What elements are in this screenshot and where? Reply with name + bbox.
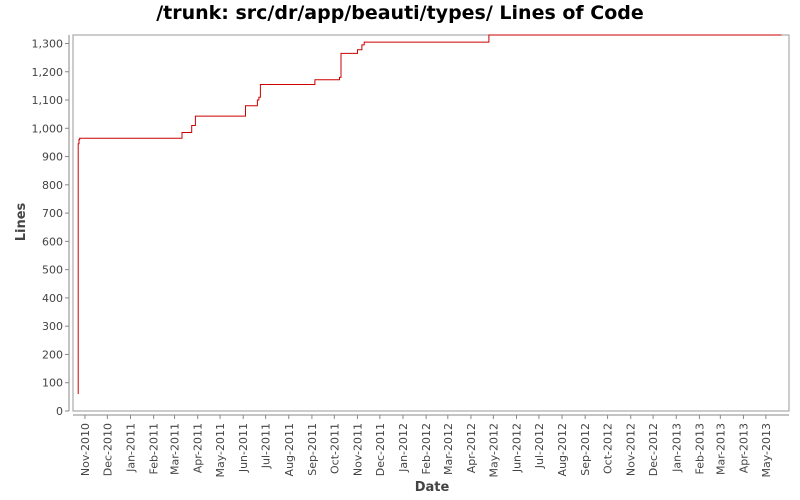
plot-frame [72,34,790,412]
x-tick-label: Dec-2010 [101,423,114,476]
y-tick-label: 600 [42,235,63,248]
x-tick-label: Mar-2011 [169,423,182,475]
x-tick-label: Nov-2010 [79,423,92,476]
x-tick-label: Oct-2011 [328,423,341,474]
y-tick-label: 700 [42,207,63,220]
y-axis-title: Lines [14,202,29,241]
x-tick-label: Sep-2012 [579,423,592,476]
series-layer [77,34,782,394]
x-tick-label: Aug-2012 [556,423,569,476]
y-tick-label: 1,200 [32,66,64,79]
x-tick-label: Jan-2011 [124,423,137,473]
x-tick-label: Dec-2011 [374,423,387,476]
x-tick-label: Oct-2012 [602,423,615,474]
x-tick-label: Nov-2011 [351,423,364,476]
y-tick-label: 1,000 [32,122,64,135]
x-axis: Nov-2010 Dec-2010 Jan-2011 Feb-2011 Mar-2011… [73,414,789,478]
y-tick-label: 1,300 [32,37,64,50]
x-tick-label: May-2013 [760,423,773,478]
x-tick-label: May-2011 [214,423,227,478]
y-tick-label: 400 [42,292,63,305]
x-tick-label: Nov-2012 [625,423,638,476]
y-tick-label: 900 [42,151,63,164]
y-axis: 0 100 200 300 400 500 600 700 800 900 1,000 1,100 1,… [32,35,70,418]
x-tick-label: Feb-2011 [148,423,161,474]
x-tick-label: Feb-2012 [420,423,433,474]
x-tick-label: Mar-2013 [714,423,727,475]
x-tick-label: Apr-2013 [737,423,750,473]
y-tick-label: 1,100 [32,94,64,107]
y-tick-label: 800 [42,179,63,192]
x-tick-label: Jan-2012 [397,423,410,473]
x-tick-label: Sep-2011 [306,423,319,476]
x-tick-label: Dec-2012 [647,423,660,476]
x-tick-label: Aug-2011 [283,423,296,476]
plot-area [72,34,790,412]
x-tick-label: Apr-2012 [465,423,478,473]
x-tick-label: Mar-2012 [442,423,455,475]
chart-title: /trunk: src/dr/app/beauti/types/ Lines o… [156,2,644,24]
x-tick-label: May-2012 [487,423,500,478]
y-tick-label: 300 [42,320,63,333]
y-tick-label: 100 [42,377,63,390]
y-tick-label: 200 [42,348,63,361]
x-tick-label: Apr-2011 [192,423,205,473]
x-tick-label: Jul-2012 [533,423,546,469]
x-tick-label: Jan-2013 [670,423,683,473]
x-tick-label: Jul-2011 [260,423,273,469]
x-tick-label: Jun-2012 [510,423,523,473]
y-tick-label: 0 [56,405,63,418]
series-line-0 [77,34,782,394]
y-tick-label: 500 [42,264,63,277]
x-tick-label: Jun-2011 [237,423,250,473]
x-tick-label: Feb-2013 [693,423,706,474]
x-axis-title: Date [415,480,450,495]
